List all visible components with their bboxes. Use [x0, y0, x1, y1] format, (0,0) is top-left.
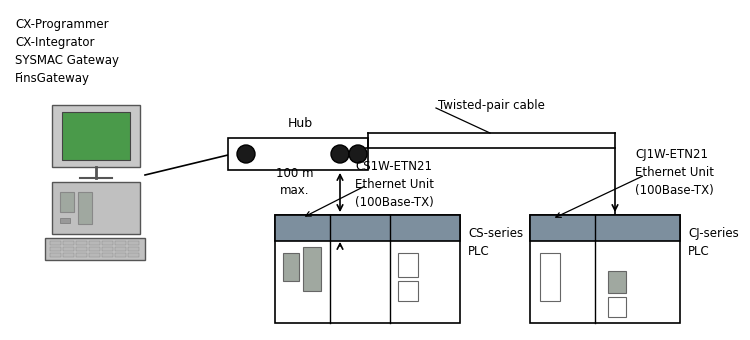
Bar [228, 138, 368, 170]
Circle shape [331, 145, 349, 163]
Bar [76, 241, 87, 245]
Bar [530, 215, 680, 323]
Text: CS1W-ETN21
Ethernet Unit
(100Base-TX): CS1W-ETN21 Ethernet Unit (100Base-TX) [355, 160, 434, 209]
Text: CS-series
PLC: CS-series PLC [468, 227, 524, 258]
Bar [128, 253, 139, 257]
Bar [398, 253, 418, 277]
Bar [275, 215, 460, 323]
Bar [608, 271, 626, 293]
Text: Hub: Hub [288, 117, 314, 130]
Circle shape [237, 145, 255, 163]
Bar [128, 247, 139, 251]
Bar [102, 253, 113, 257]
Bar [78, 192, 92, 224]
Bar [63, 247, 74, 251]
Bar [62, 112, 130, 160]
Bar [115, 253, 126, 257]
Bar [540, 253, 560, 301]
Bar [89, 241, 100, 245]
Bar [303, 247, 321, 291]
Bar [398, 281, 418, 301]
Bar [63, 253, 74, 257]
Text: CJ-series
PLC: CJ-series PLC [688, 227, 739, 258]
Text: 100 m
max.: 100 m max. [276, 167, 314, 197]
Bar [52, 105, 140, 167]
Bar [52, 182, 140, 234]
Bar [115, 241, 126, 245]
Bar [102, 247, 113, 251]
Bar [50, 253, 61, 257]
Bar [115, 247, 126, 251]
Bar [89, 253, 100, 257]
Bar [128, 241, 139, 245]
Text: Twisted-pair cable: Twisted-pair cable [438, 99, 544, 112]
Bar [60, 192, 74, 212]
Bar [275, 215, 460, 241]
Bar [76, 247, 87, 251]
Bar [45, 238, 145, 260]
Text: CX-Programmer
CX-Integrator
SYSMAC Gateway
FinsGateway: CX-Programmer CX-Integrator SYSMAC Gatew… [15, 18, 119, 85]
Bar [76, 253, 87, 257]
Bar [60, 218, 70, 223]
Bar [50, 241, 61, 245]
Text: CJ1W-ETN21
Ethernet Unit
(100Base-TX): CJ1W-ETN21 Ethernet Unit (100Base-TX) [635, 148, 714, 197]
Bar [530, 215, 680, 241]
Bar [608, 297, 626, 317]
Bar [63, 241, 74, 245]
Circle shape [349, 145, 367, 163]
Bar [102, 241, 113, 245]
Bar [50, 247, 61, 251]
Bar [89, 247, 100, 251]
Bar [283, 253, 299, 281]
